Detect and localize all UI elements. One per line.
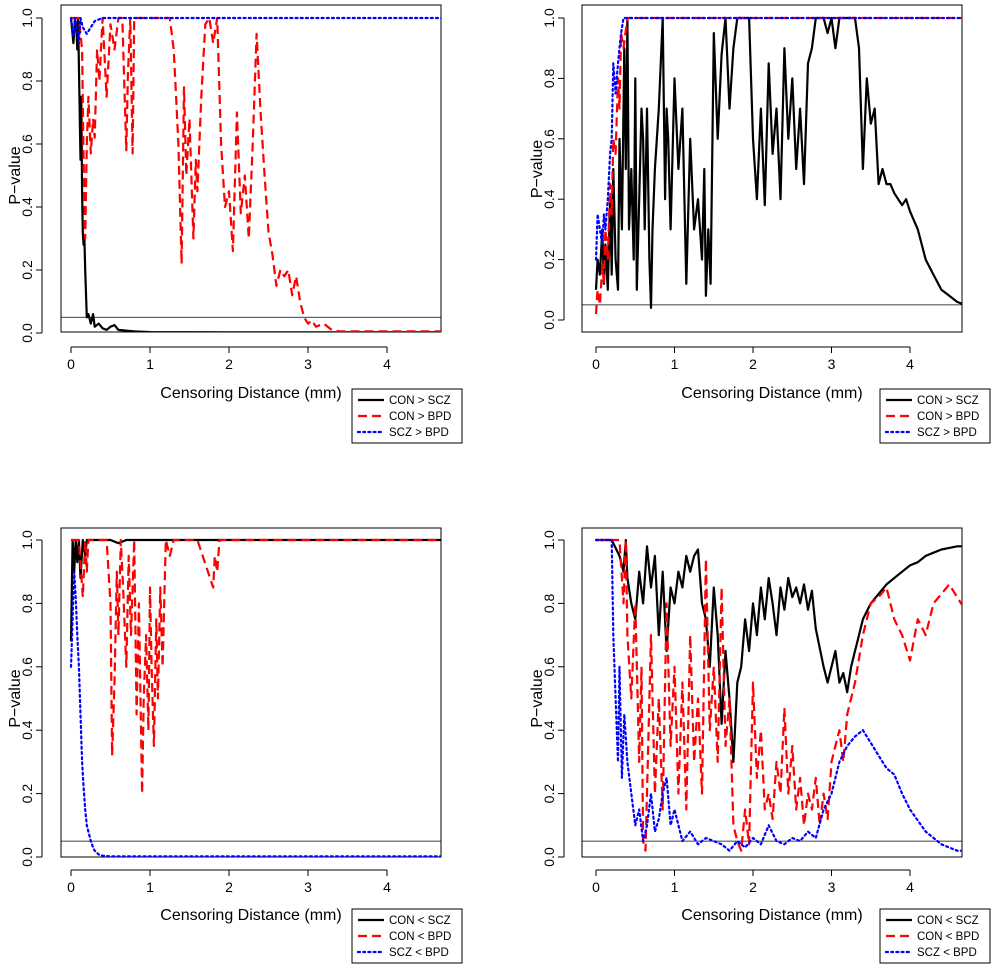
chart-panel-bottom-left: 0.0 0.2 0.4 0.6 0.8 1.0 0 1 2 3 4 Censoring Distanc… [7,527,463,964]
series-line-con-bpd [71,538,441,795]
x-tick-label: 0 [67,356,75,372]
y-tick-label: 0.8 [541,68,557,88]
series-group [594,538,962,852]
y-tick-label: 0.0 [541,310,557,330]
plot-frame [60,527,442,858]
x-tick-label: 3 [304,356,312,372]
x-tick-label: 2 [225,356,233,372]
y-tick-label: 1.0 [19,530,35,550]
y-tick-label: 0.6 [541,657,557,677]
x-tick-label: 2 [749,879,757,895]
plot-frame [581,4,963,333]
series-group [69,16,441,332]
series-group [69,538,441,857]
plot-frame [581,527,963,858]
x-tick-label: 1 [671,879,679,895]
x-axis-title: Censoring Distance (mm) [160,385,341,402]
legend-label: SCZ < BPD [389,947,449,959]
y-axis-title: P−value [529,669,546,727]
y-tick-label: 0.8 [541,593,557,613]
x-tick-label: 2 [225,879,233,895]
series-line-con-scz [596,538,962,764]
y-tick-label: 1.0 [541,8,557,28]
x-tick-label: 3 [828,356,836,372]
x-tick-label: 0 [592,356,600,372]
series-line-con-bpd [596,538,962,852]
x-tick-label: 1 [146,356,154,372]
legend-box [879,908,991,964]
y-axis-title: P−value [7,669,24,727]
legend-box [351,908,463,964]
plot-frame [60,4,442,333]
legend-box [879,388,991,444]
legend: CON < SCZ CON < BPD SCZ < BPD [351,908,463,964]
y-tick-label: 0.6 [541,129,557,149]
y-axis-title: P−value [529,140,546,198]
y-tick-label: 0.4 [541,189,557,209]
y-tick-label: 0.2 [541,250,557,270]
x-tick-label: 3 [304,879,312,895]
y-tick-label: 0.6 [19,657,35,677]
legend-label: CON < BPD [389,931,451,943]
y-tick-label: 0.2 [19,784,35,804]
series-line-con-scz [594,16,962,309]
legend-label: CON > BPD [389,411,451,423]
x-tick-label: 1 [146,879,154,895]
y-tick-label: 0.8 [19,71,35,91]
legend: CON > SCZ CON > BPD SCZ > BPD [879,388,991,444]
legend-box [351,388,463,444]
y-tick-label: 1.0 [19,8,35,28]
series-line-con-scz [69,16,441,332]
y-tick-label: 0.0 [19,323,35,343]
legend-label: CON < BPD [917,931,979,943]
legend-label: CON < SCZ [917,915,979,927]
y-tick-label: 1.0 [541,530,557,550]
x-axis-title: Censoring Distance (mm) [681,385,862,402]
y-tick-label: 0.2 [541,784,557,804]
x-tick-label: 0 [67,879,75,895]
x-tick-label: 4 [383,356,391,372]
y-axis-title: P−value [7,146,24,204]
y-tick-label: 0.2 [19,260,35,280]
legend-label: CON > BPD [917,411,979,423]
series-line-scz-bpd [594,538,962,852]
chart-panel-top-right: 0.0 0.2 0.4 0.6 0.8 1.0 0 1 2 3 4 Censoring Distanc… [529,4,991,444]
x-tick-label: 0 [592,879,600,895]
legend-label: SCZ < BPD [917,947,977,959]
chart-panel-top-left: 0.0 0.2 0.4 0.6 0.8 1.0 0 1 2 3 4 Censoring Distanc… [7,4,463,444]
y-tick-label: 0.4 [541,720,557,740]
series-line-scz-bpd [594,16,962,261]
x-tick-label: 4 [383,879,391,895]
series-line-con-bpd [71,16,441,332]
y-tick-label: 0.6 [19,134,35,154]
x-tick-label: 4 [906,879,914,895]
legend-label: SCZ > BPD [389,427,449,439]
series-line-scz-bpd [69,16,441,45]
x-axis-title: Censoring Distance (mm) [681,907,862,924]
legend-label: SCZ > BPD [917,427,977,439]
y-tick-label: 0.8 [19,593,35,613]
series-line-scz-bpd [69,570,441,857]
chart-panel-bottom-right: 0.0 0.2 0.4 0.6 0.8 1.0 0 1 2 3 4 Censoring Distanc… [529,527,991,964]
legend: CON < SCZ CON < BPD SCZ < BPD [879,908,991,964]
legend: CON > SCZ CON > BPD SCZ > BPD [351,388,463,444]
y-tick-label: 0.0 [19,847,35,867]
y-tick-label: 0.0 [541,847,557,867]
y-tick-label: 0.4 [19,197,35,217]
x-tick-label: 3 [828,879,836,895]
legend-label: CON > SCZ [917,395,979,407]
y-tick-label: 0.4 [19,720,35,740]
x-tick-label: 4 [906,356,914,372]
x-tick-label: 1 [671,356,679,372]
x-tick-label: 2 [749,356,757,372]
series-group [594,16,962,315]
legend-label: CON > SCZ [389,395,451,407]
x-axis-title: Censoring Distance (mm) [160,907,341,924]
legend-label: CON < SCZ [389,915,451,927]
